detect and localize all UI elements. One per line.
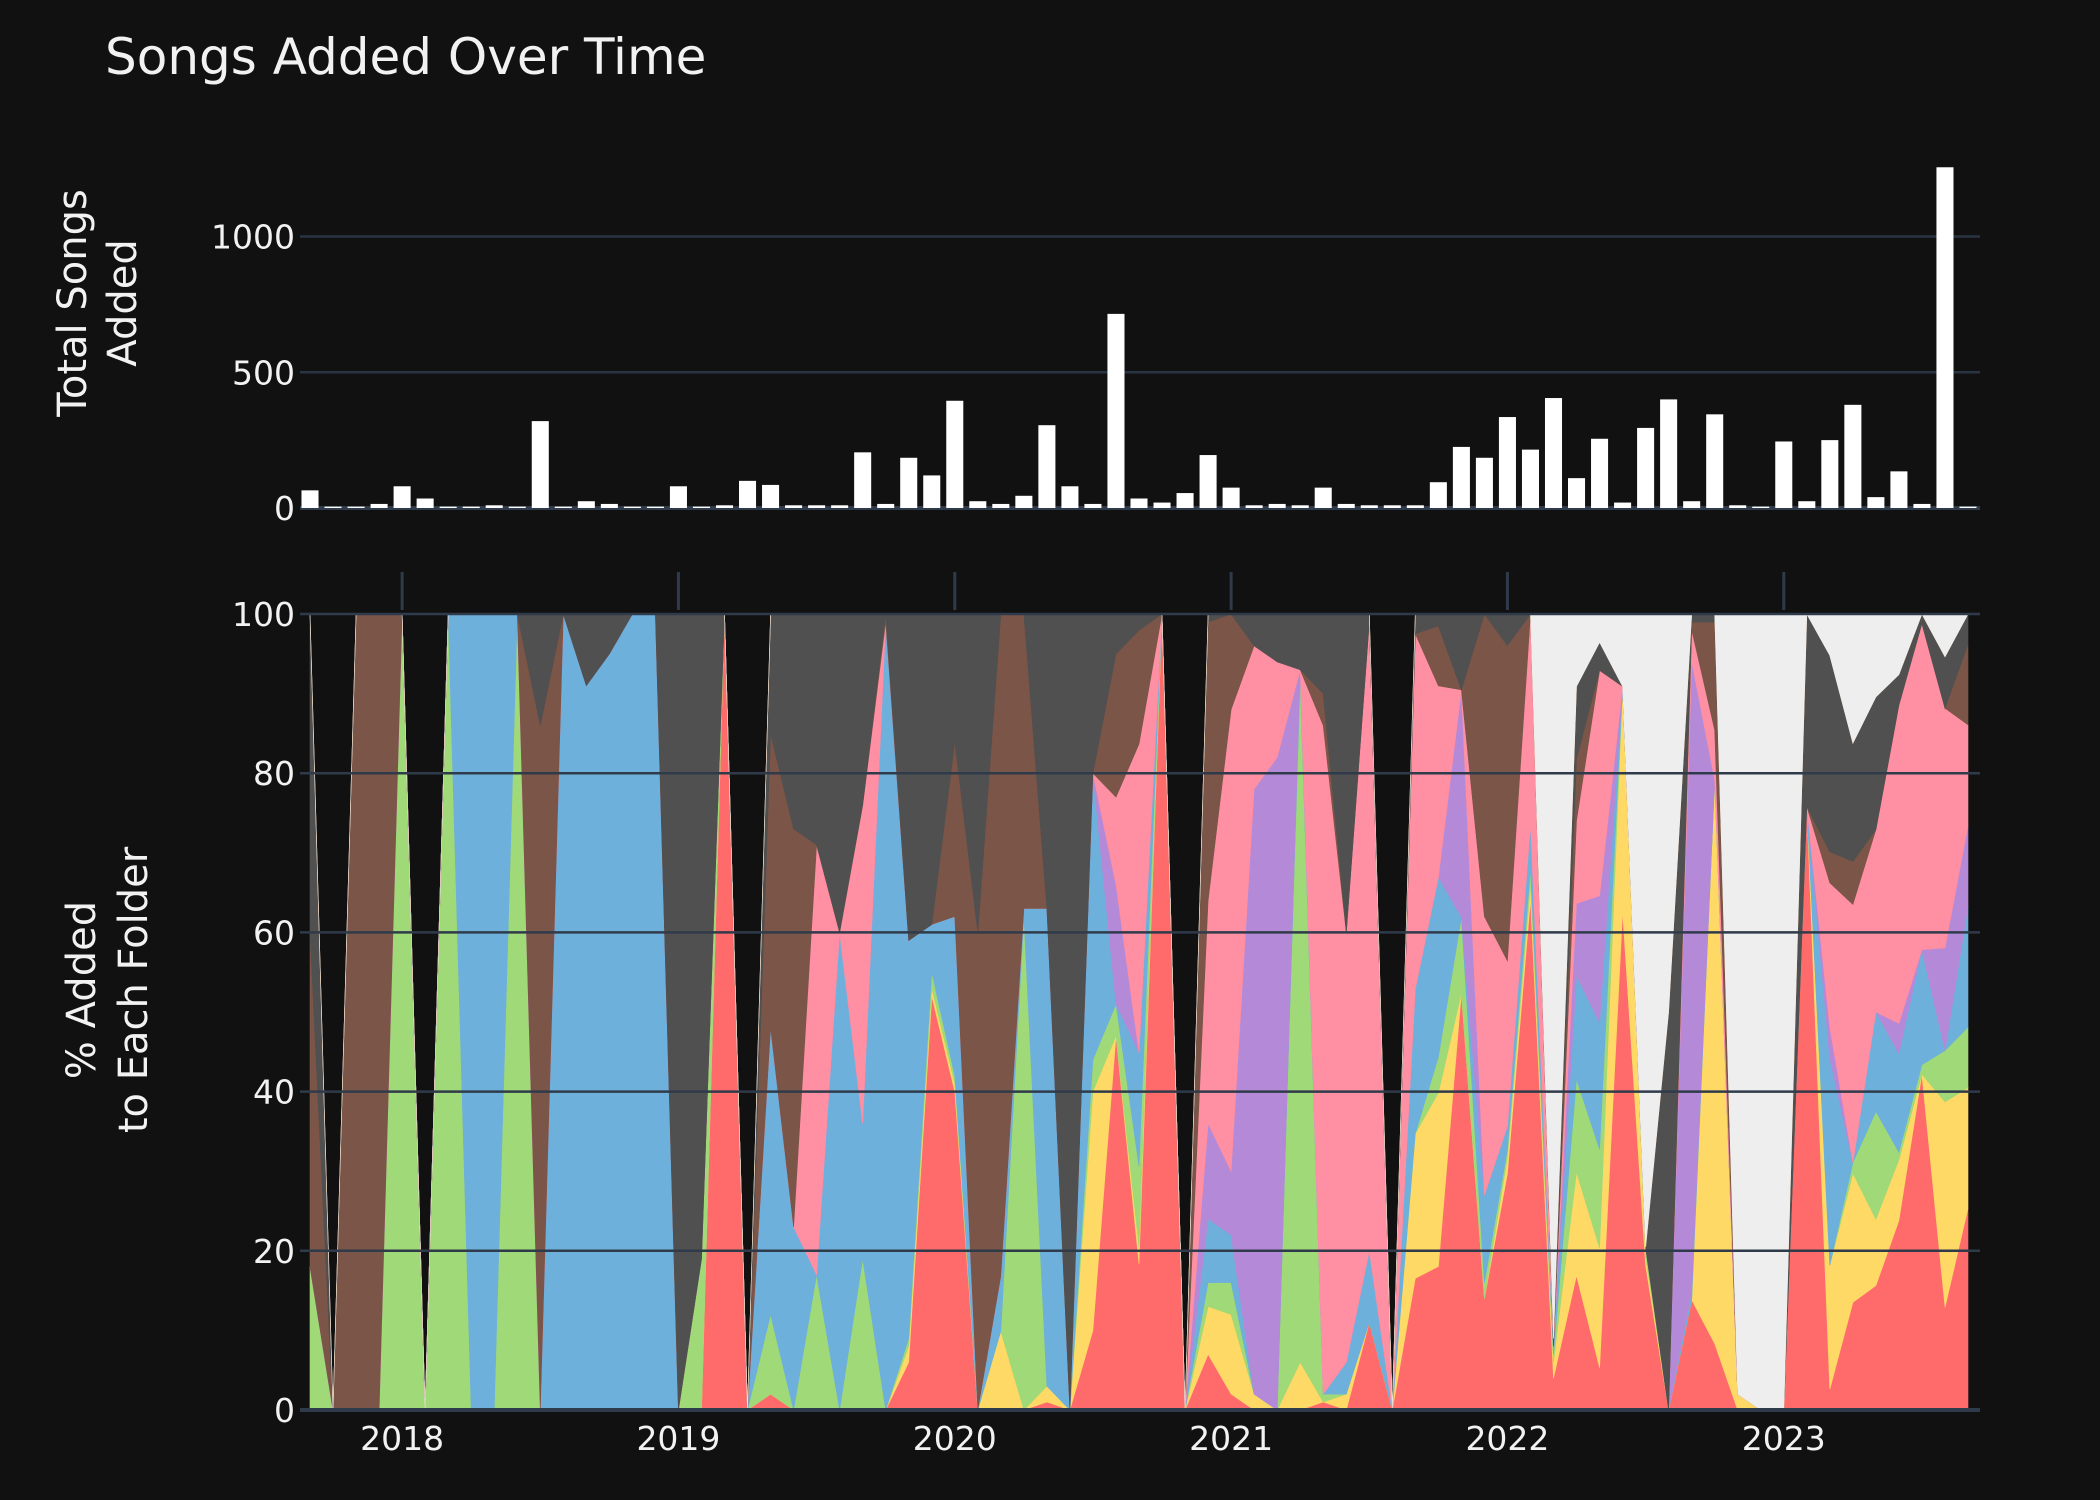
bar — [324, 506, 342, 508]
bar — [785, 505, 803, 508]
bar — [508, 506, 526, 508]
bottom-y-axis-title-line: to Each Folder — [111, 846, 157, 1133]
bar — [992, 503, 1010, 508]
bar — [1867, 497, 1885, 508]
bar — [1291, 505, 1309, 508]
bottom-y-tick-label: 60 — [253, 913, 295, 952]
bar — [1176, 493, 1194, 508]
total-songs-bar-panel: 0 500 1000 Total Songs Added — [50, 167, 1980, 528]
bar — [1130, 498, 1148, 508]
bar — [439, 506, 457, 508]
top-y-tick-label: 1000 — [211, 218, 295, 257]
bar — [347, 506, 365, 508]
x-tick-label: 2020 — [913, 1419, 997, 1458]
x-tick-label: 2018 — [360, 1419, 444, 1458]
bar — [1222, 487, 1240, 508]
bar — [1084, 503, 1102, 508]
bar — [646, 506, 664, 508]
x-tick-label: 2022 — [1465, 1419, 1549, 1458]
bar — [669, 486, 687, 508]
bar — [1706, 414, 1724, 508]
bottom-y-axis-title-line: % Added — [59, 901, 105, 1079]
bar — [1890, 471, 1908, 508]
bar — [577, 501, 595, 508]
bar — [1383, 505, 1401, 508]
x-tick-label: 2023 — [1742, 1419, 1826, 1458]
bar — [1429, 482, 1447, 508]
bar — [531, 421, 549, 508]
bar — [554, 506, 572, 508]
bar — [808, 505, 826, 508]
bottom-y-tick-label: 0 — [274, 1391, 295, 1430]
bar — [600, 503, 618, 508]
bar — [301, 490, 319, 508]
bottom-y-tick-label: 100 — [232, 595, 295, 634]
bar — [1844, 404, 1862, 508]
bar — [831, 505, 849, 508]
bar — [1544, 398, 1563, 508]
bar — [877, 503, 895, 508]
bar — [1475, 457, 1493, 508]
top-y-tick-label: 0 — [274, 489, 295, 528]
bar — [1821, 440, 1839, 508]
bottom-y-axis-title: % Added to Each Folder — [59, 846, 157, 1133]
bar — [623, 506, 641, 508]
bar — [370, 503, 388, 508]
bar — [1107, 313, 1125, 508]
folder-share-area-panel: 0 20 40 60 80 100 2018 2019 2020 2021 2022 2023 % Ad… — [59, 572, 1980, 1458]
bar — [1360, 505, 1378, 508]
bar — [854, 452, 872, 508]
bar — [485, 505, 503, 508]
x-tick-label: 2019 — [636, 1419, 720, 1458]
bar — [900, 457, 918, 508]
bar — [416, 498, 434, 508]
bar — [1798, 501, 1816, 508]
bottom-y-tick-label: 80 — [253, 754, 295, 793]
bottom-y-tick-label: 20 — [253, 1232, 295, 1271]
top-y-axis-title-line: Total Songs — [50, 189, 96, 418]
bar — [1959, 506, 1977, 508]
bar — [969, 501, 987, 508]
bar — [1775, 441, 1793, 508]
bar — [1683, 501, 1701, 508]
bar — [762, 484, 780, 508]
bar — [1936, 167, 1954, 508]
bar — [1406, 505, 1424, 508]
bar — [1614, 502, 1632, 508]
bar — [462, 506, 480, 508]
bar — [1913, 503, 1931, 508]
bottom-y-tick-label: 40 — [253, 1073, 295, 1112]
bar — [946, 400, 964, 508]
bar — [1199, 455, 1217, 508]
bar — [1752, 506, 1770, 508]
bar — [1314, 487, 1332, 508]
bar — [1153, 502, 1171, 508]
top-y-axis-title-line: Added — [100, 239, 146, 366]
bar — [1498, 417, 1516, 508]
bar — [1660, 399, 1678, 508]
bar — [739, 480, 757, 508]
bar — [1729, 505, 1747, 508]
bar — [1568, 478, 1586, 508]
bar — [1061, 486, 1079, 508]
bar — [1337, 503, 1355, 508]
bar — [393, 486, 411, 508]
chart-title: Songs Added Over Time — [105, 28, 706, 86]
x-tick-label: 2021 — [1189, 1419, 1273, 1458]
bar — [692, 506, 710, 508]
top-y-axis-title: Total Songs Added — [50, 189, 146, 418]
bar — [715, 505, 734, 508]
bar — [1637, 427, 1655, 508]
bar — [1521, 449, 1539, 508]
bar — [1452, 446, 1470, 508]
bar — [923, 475, 941, 508]
top-y-tick-label: 500 — [232, 353, 295, 392]
bar — [1038, 425, 1056, 508]
bar — [1245, 505, 1263, 508]
bar — [1268, 503, 1286, 508]
bar — [1015, 495, 1033, 508]
bar — [1591, 438, 1609, 508]
